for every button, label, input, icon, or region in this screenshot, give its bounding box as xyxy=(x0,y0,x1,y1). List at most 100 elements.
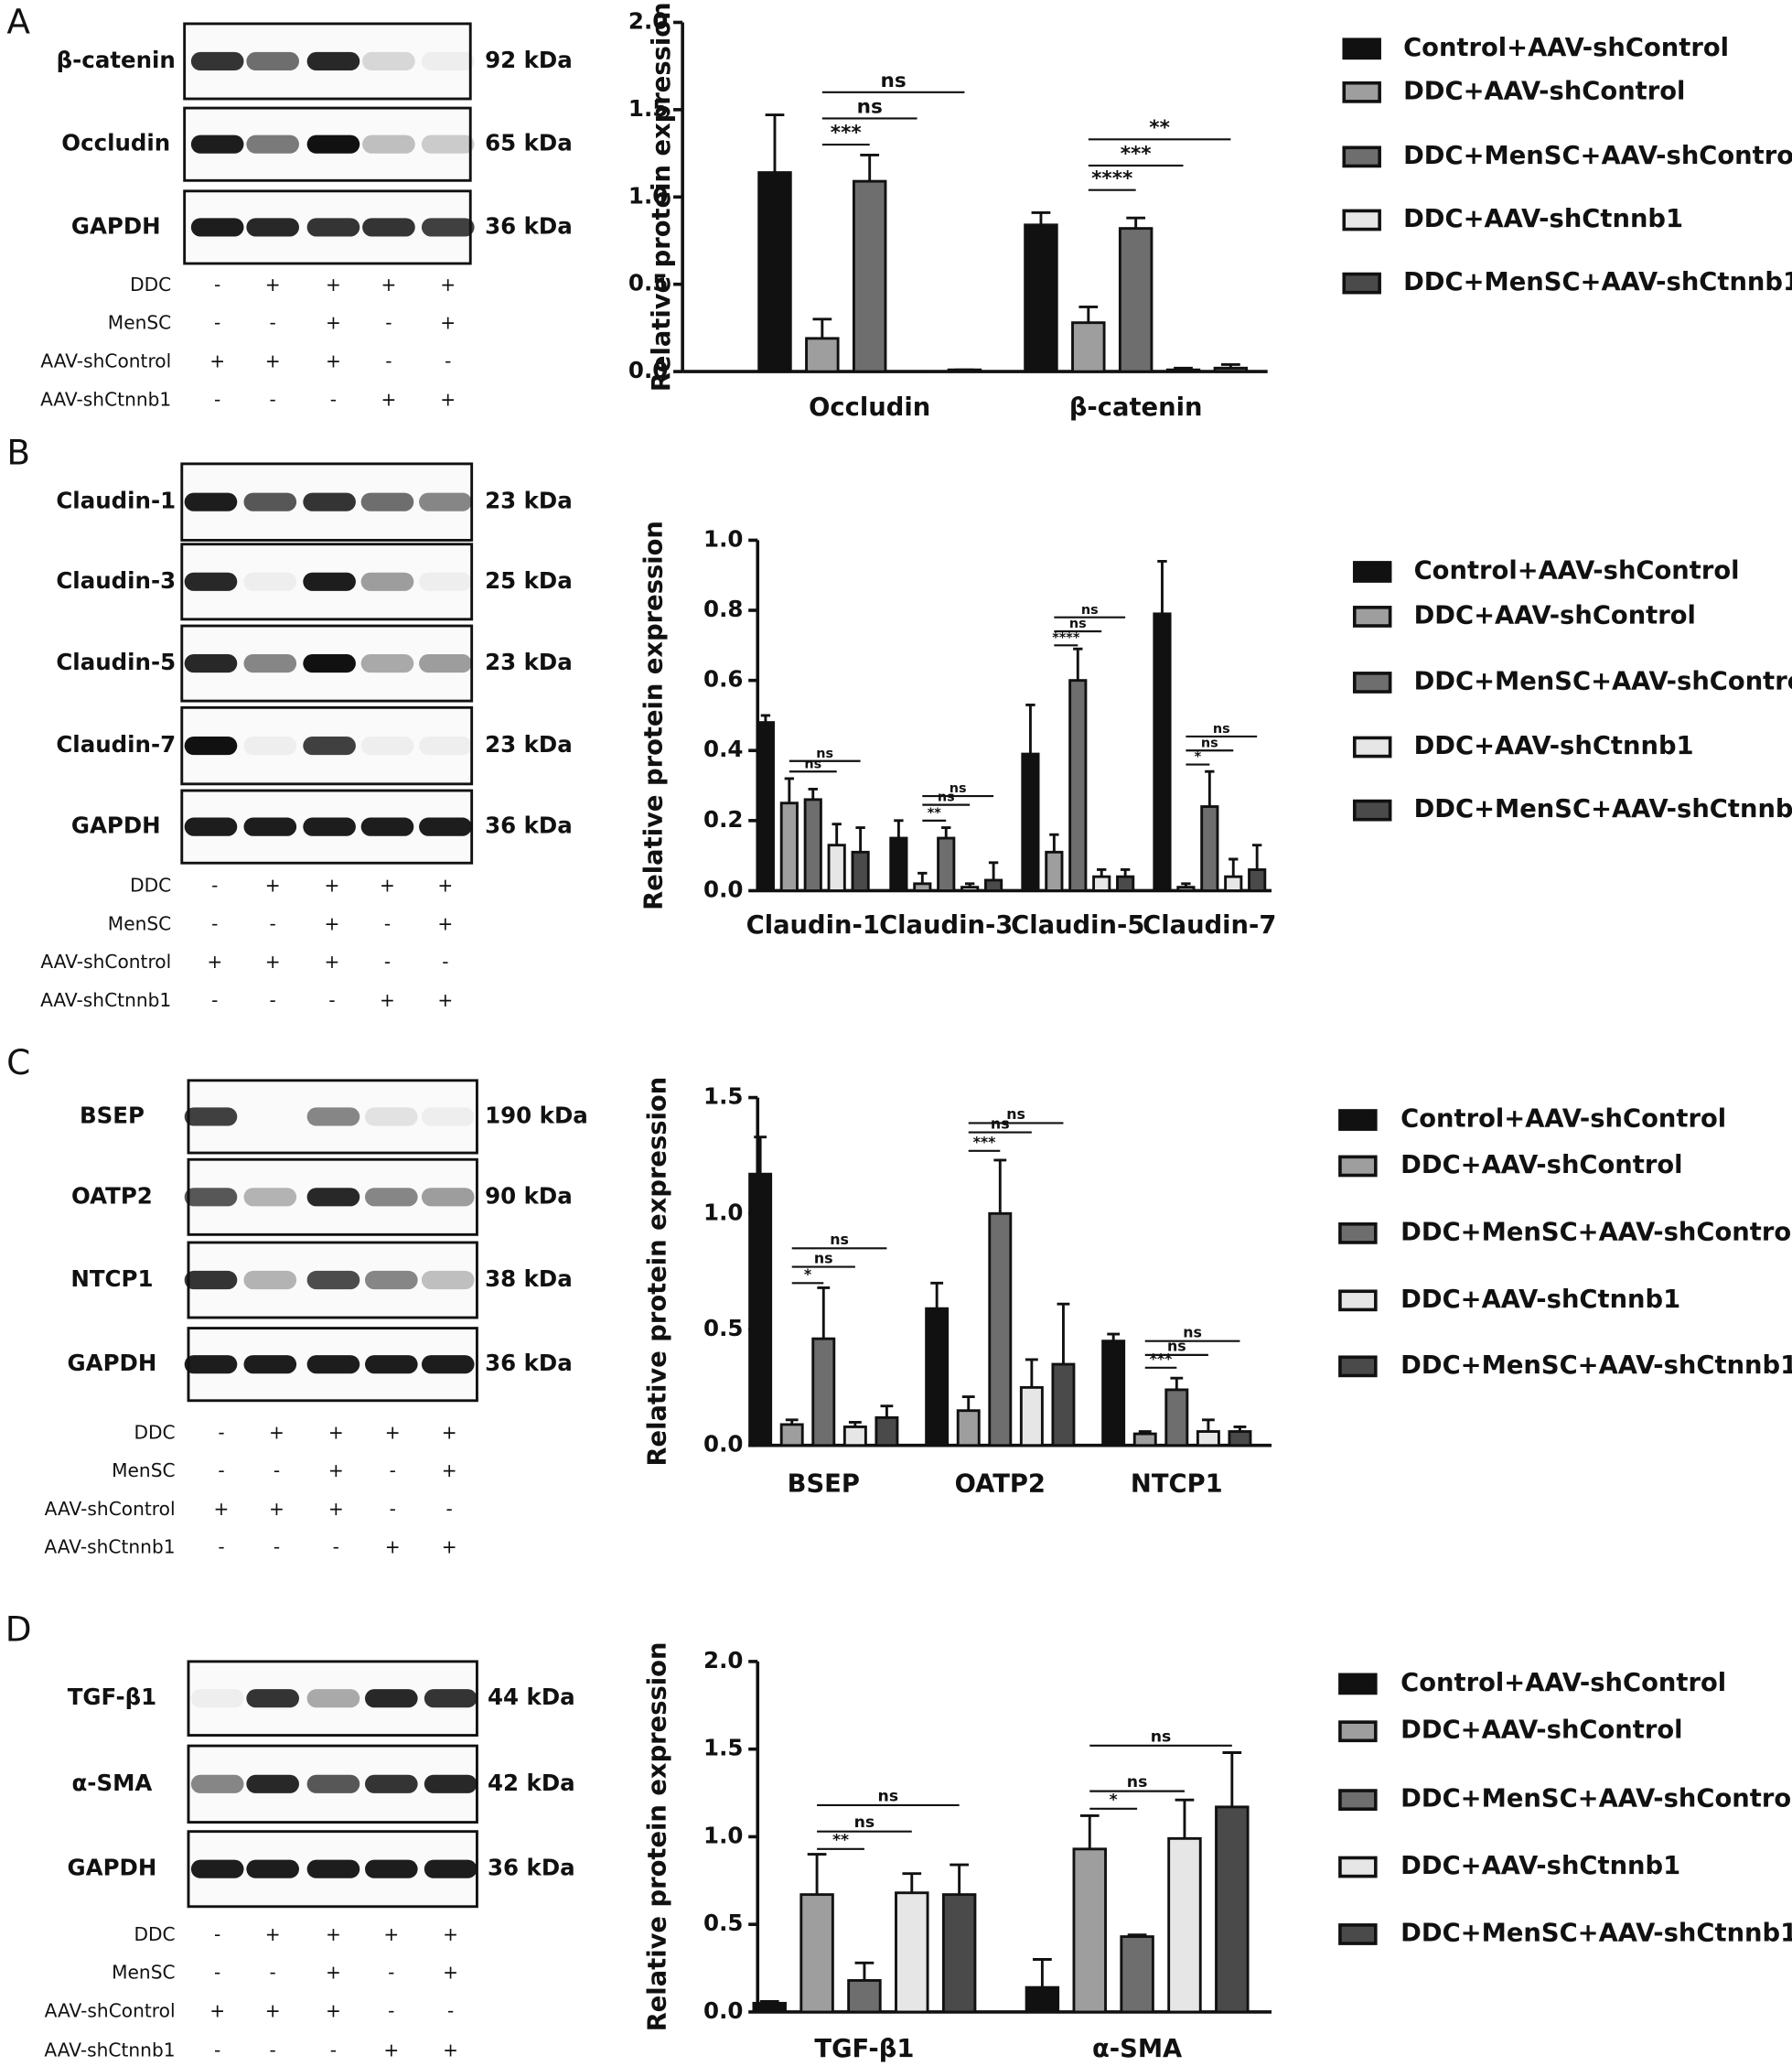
error-bar xyxy=(1127,1933,1147,1937)
blot-band xyxy=(190,51,244,71)
condition-sign: - xyxy=(274,1536,280,1558)
error-bar xyxy=(1222,1751,1242,1807)
significance-label: ns xyxy=(1201,736,1218,750)
significance-label: * xyxy=(1195,750,1202,765)
protein-label: Occludin xyxy=(61,130,170,156)
condition-sign: - xyxy=(442,951,448,973)
condition-sign: + xyxy=(442,1459,457,1481)
condition-sign: - xyxy=(211,912,218,934)
blot-band xyxy=(362,218,415,237)
x-tick-label: Claudin-1 xyxy=(746,911,880,940)
legend-swatch xyxy=(1342,38,1381,60)
error-bar xyxy=(964,882,975,888)
bar xyxy=(1196,1430,1220,1447)
condition-sign: - xyxy=(274,1459,280,1481)
error-bar xyxy=(808,787,818,800)
blot-band xyxy=(419,653,472,673)
blot-band xyxy=(243,1188,297,1207)
significance-label: ns xyxy=(816,747,833,761)
bar xyxy=(956,1409,981,1447)
condition-name: DDC xyxy=(134,1923,175,1945)
blot-band xyxy=(246,1774,299,1793)
protein-label: Claudin-1 xyxy=(56,488,176,514)
error-bar xyxy=(807,1853,827,1895)
blot-band xyxy=(243,1270,297,1290)
bar xyxy=(1019,1385,1044,1447)
condition-sign: + xyxy=(385,1536,401,1558)
condition-sign: - xyxy=(385,312,392,334)
blot-band xyxy=(184,1270,238,1290)
error-bar xyxy=(754,1135,767,1175)
x-tick-label: β-catenin xyxy=(1069,393,1203,422)
blot-band xyxy=(303,817,356,836)
error-bar xyxy=(860,154,880,182)
bar xyxy=(889,836,908,892)
condition-sign: - xyxy=(384,951,391,973)
error-bar xyxy=(812,317,832,339)
error-bar xyxy=(1157,559,1167,614)
bar xyxy=(1021,752,1040,892)
condition-sign: + xyxy=(383,1923,399,1945)
legend-swatch xyxy=(1338,1856,1378,1878)
error-bar xyxy=(1233,1426,1247,1432)
condition-sign: + xyxy=(381,274,396,296)
y-tick-label: 1.5 xyxy=(703,1735,743,1761)
blot-band xyxy=(243,653,297,673)
blot-band xyxy=(306,1270,360,1290)
legend-label: Control+AAV-shControl xyxy=(1403,34,1729,62)
condition-sign: + xyxy=(209,1999,225,2021)
y-tick-label: 0.2 xyxy=(703,806,743,833)
bar xyxy=(925,1307,950,1447)
bar xyxy=(875,1415,899,1447)
condition-name: AAV-shCtnnb1 xyxy=(40,388,171,410)
protein-label: Claudin-3 xyxy=(56,567,176,594)
condition-sign: + xyxy=(326,1962,341,1984)
blot-band xyxy=(184,1188,238,1207)
error-bar xyxy=(941,826,951,839)
error-bar xyxy=(785,1418,799,1425)
blot-band xyxy=(360,817,414,836)
condition-sign: + xyxy=(326,350,341,372)
y-axis-title: Relative protein expression xyxy=(639,521,668,910)
legend-label: DDC+MenSC+AAV-shCtnnb1 xyxy=(1400,1919,1792,1947)
blot-band xyxy=(303,653,356,673)
blot-band xyxy=(360,572,414,591)
condition-sign: - xyxy=(214,388,220,410)
condition-name: AAV-shCtnnb1 xyxy=(44,2039,175,2061)
x-tick-label: Occludin xyxy=(809,393,930,422)
legend-swatch xyxy=(1338,1222,1378,1244)
condition-sign: + xyxy=(265,1923,281,1945)
blot-band xyxy=(365,1355,418,1374)
significance-label: ns xyxy=(1069,617,1087,631)
blot-band xyxy=(365,1107,418,1126)
legend-label: DDC+MenSC+AAV-shControl xyxy=(1414,667,1792,695)
molecular-weight: 25 kDa xyxy=(485,567,573,594)
y-tick-label: 0.8 xyxy=(703,596,743,622)
blot-band xyxy=(421,135,475,154)
condition-sign: + xyxy=(381,388,396,410)
blot-band xyxy=(246,51,299,71)
blot-band xyxy=(246,218,299,237)
legend-label: DDC+MenSC+AAV-shControl xyxy=(1400,1218,1792,1246)
error-bar xyxy=(1107,1332,1121,1341)
significance-label: * xyxy=(804,1265,811,1283)
condition-sign: + xyxy=(380,875,395,897)
bar xyxy=(988,1211,1013,1447)
condition-name: AAV-shCtnnb1 xyxy=(40,989,171,1011)
legend-label: DDC+MenSC+AAV-shControl xyxy=(1400,1785,1792,1813)
bar xyxy=(1167,1836,1202,2014)
bar xyxy=(1024,223,1058,373)
legend-label: DDC+AAV-shCtnnb1 xyxy=(1400,1286,1680,1314)
condition-sign: - xyxy=(211,989,218,1011)
x-tick-label: Claudin-3 xyxy=(879,911,1013,940)
protein-label: GAPDH xyxy=(71,212,161,239)
blot-band xyxy=(421,1188,475,1207)
bar xyxy=(811,1337,836,1447)
legend-label: DDC+MenSC+AAV-shCtnnb1 xyxy=(1403,268,1792,296)
bar xyxy=(1132,1432,1157,1447)
condition-sign: + xyxy=(209,350,225,372)
protein-label: NTCP1 xyxy=(70,1265,153,1292)
error-bar xyxy=(1170,1376,1184,1390)
error-bar xyxy=(1201,1418,1215,1432)
legend-label: DDC+AAV-shCtnnb1 xyxy=(1414,732,1694,760)
